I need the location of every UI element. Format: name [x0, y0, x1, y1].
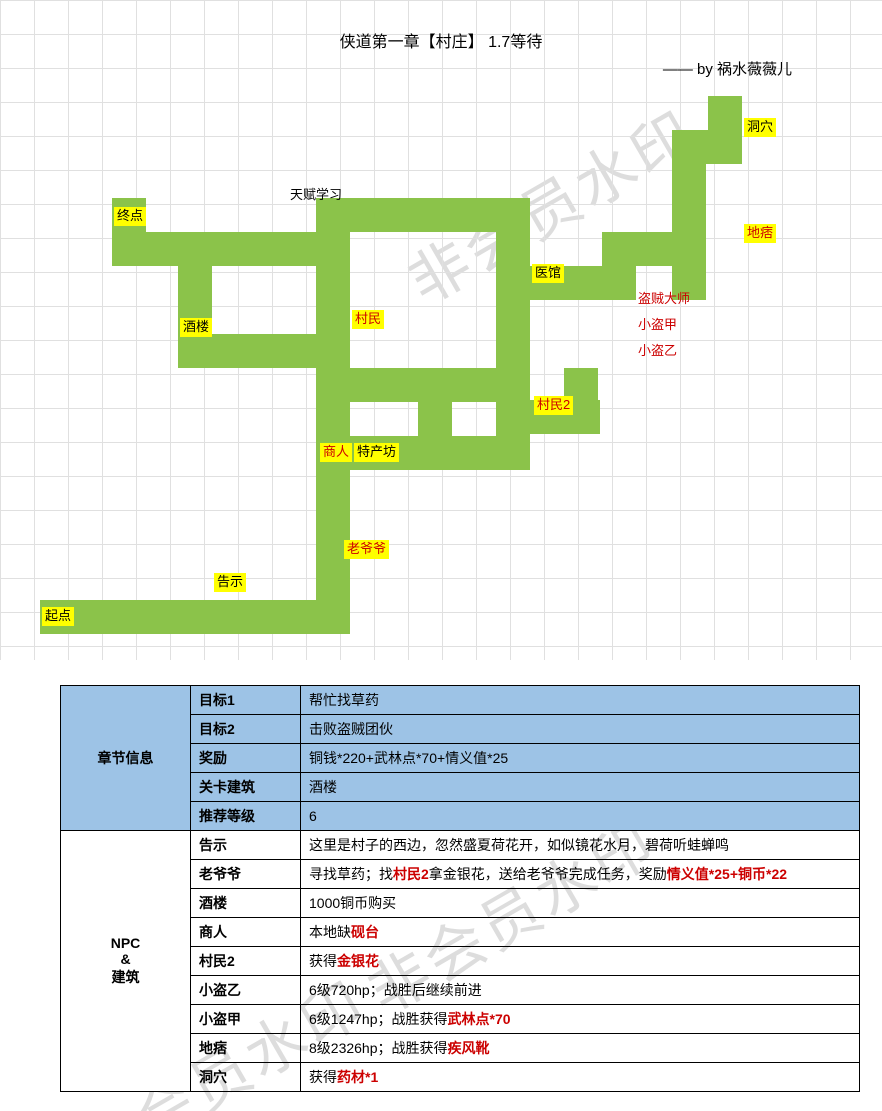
row-value: 本地缺砚台	[301, 918, 860, 947]
row-value: 获得药材*1	[301, 1063, 860, 1092]
row-label: 洞穴	[191, 1063, 301, 1092]
map-text-label: 天赋学习	[290, 184, 342, 203]
label-layer: 起点 告示 老爷爷 商人特产坊 村民 酒楼 终点村民2 医馆 地痞 洞穴天赋学习盗贼大师小盗甲小盗…	[0, 0, 882, 660]
map-location-label: 洞穴	[744, 118, 776, 137]
row-value: 6	[301, 802, 860, 831]
map-location-label: 商人	[320, 443, 352, 462]
row-value: 8级2326hp；战胜获得疾风靴	[301, 1034, 860, 1063]
row-value: 这里是村子的西边，忽然盛夏荷花开，如似镜花水月，碧荷听蛙蝉鸣	[301, 831, 860, 860]
map-text-label: 小盗甲	[638, 314, 677, 333]
map-location-label: 医馆	[532, 264, 564, 283]
map-location-label: 酒楼	[180, 318, 212, 337]
map-location-label: 起点	[42, 607, 74, 626]
row-label: 小盗乙	[191, 976, 301, 1005]
map-location-label: 终点	[114, 207, 146, 226]
info-table: 章节信息目标1帮忙找草药目标2击败盗贼团伙奖励铜钱*220+武林点*70+情义值…	[60, 685, 860, 1092]
row-value: 1000铜币购买	[301, 889, 860, 918]
section-header-chapter: 章节信息	[61, 686, 191, 831]
row-label: 酒楼	[191, 889, 301, 918]
row-value: 击败盗贼团伙	[301, 715, 860, 744]
table-row: 章节信息目标1帮忙找草药	[61, 686, 860, 715]
row-value: 6级720hp；战胜后继续前进	[301, 976, 860, 1005]
row-label: 告示	[191, 831, 301, 860]
row-label: 小盗甲	[191, 1005, 301, 1034]
map-location-label: 村民2	[534, 396, 573, 415]
map-location-label: 告示	[214, 573, 246, 592]
row-label: 村民2	[191, 947, 301, 976]
row-value: 铜钱*220+武林点*70+情义值*25	[301, 744, 860, 773]
map-location-label: 村民	[352, 310, 384, 329]
row-label: 奖励	[191, 744, 301, 773]
map-grid-area: 侠道第一章【村庄】 1.7等待 —— by 祸水薇薇儿 起点告示老爷爷商人特产坊…	[0, 0, 882, 660]
table-row: NPC & 建筑告示这里是村子的西边，忽然盛夏荷花开，如似镜花水月，碧荷听蛙蝉鸣	[61, 831, 860, 860]
row-label: 老爷爷	[191, 860, 301, 889]
row-label: 推荐等级	[191, 802, 301, 831]
map-location-label: 地痞	[744, 224, 776, 243]
page-root: 非会员水印 非会员水印 非会员水印 侠道第一章【村庄】 1.7等待 —— by …	[0, 0, 882, 1111]
map-text-label: 盗贼大师	[638, 288, 690, 307]
row-label: 目标1	[191, 686, 301, 715]
row-label: 关卡建筑	[191, 773, 301, 802]
row-label: 商人	[191, 918, 301, 947]
map-location-label: 特产坊	[354, 443, 399, 462]
row-value: 帮忙找草药	[301, 686, 860, 715]
row-value: 获得金银花	[301, 947, 860, 976]
row-value: 寻找草药；找村民2拿金银花，送给老爷爷完成任务，奖励情义值*25+铜币*22	[301, 860, 860, 889]
map-location-label: 老爷爷	[344, 540, 389, 559]
row-value: 6级1247hp；战胜获得武林点*70	[301, 1005, 860, 1034]
row-value: 酒楼	[301, 773, 860, 802]
map-text-label: 小盗乙	[638, 340, 677, 359]
section-header-npc: NPC & 建筑	[61, 831, 191, 1092]
row-label: 目标2	[191, 715, 301, 744]
row-label: 地痞	[191, 1034, 301, 1063]
